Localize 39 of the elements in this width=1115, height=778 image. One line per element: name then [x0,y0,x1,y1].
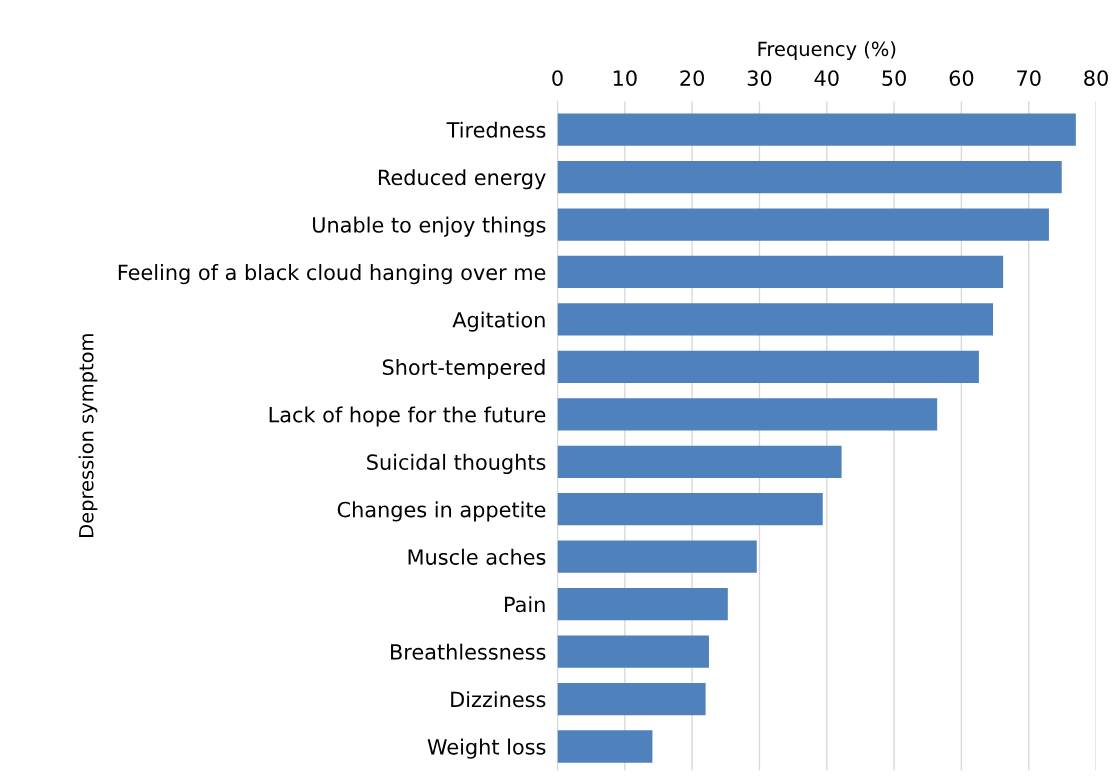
x-tick-label: 10 [613,70,637,86]
bar [557,350,979,384]
bar [557,303,994,336]
x-tick-label: 0 [552,70,563,86]
x-tick-label: 30 [747,70,772,86]
y-tick-label: Tiredness [446,121,546,138]
bar [557,540,757,573]
bar [557,398,938,431]
y-tick-label: Short-tempered [382,358,545,380]
y-tick-label: Changes in appetite [337,501,546,522]
y-tick-label: Reduced energy [378,169,546,190]
x-tick-label: 60 [949,70,974,86]
y-tick-label: Dizziness [451,691,546,708]
bar [557,493,823,526]
bar [557,588,728,621]
y-tick-label: Weight loss [427,738,546,759]
x-tick-label: 50 [882,70,906,86]
bar [557,208,1049,241]
x-tick-label: 80 [1084,70,1108,86]
y-tick-label: Feeling of a black cloud hanging over me [118,264,546,285]
x-tick-label: 20 [680,70,705,86]
x-axis-title: Frequency (%) [758,41,896,61]
bar [557,255,1004,289]
bar [557,635,709,668]
y-tick-label: Muscle aches [408,548,546,565]
bar [557,113,1076,146]
y-axis-title: Depression symptom [78,334,98,537]
y-tick-label: Suicidal thoughts [367,453,546,475]
bar [557,445,842,478]
x-tick-label: 70 [1017,70,1041,86]
y-tick-label: Breathlessness [391,643,546,660]
bar [557,730,653,763]
bar [557,160,1062,194]
x-tick-label: 40 [814,70,839,86]
y-tick-label: Unable to enjoy things [313,216,546,237]
y-tick-label: Agitation [452,311,545,332]
bar [557,682,706,716]
y-tick-label: Lack of hope for the future [269,406,546,427]
y-tick-label: Pain [505,596,545,613]
